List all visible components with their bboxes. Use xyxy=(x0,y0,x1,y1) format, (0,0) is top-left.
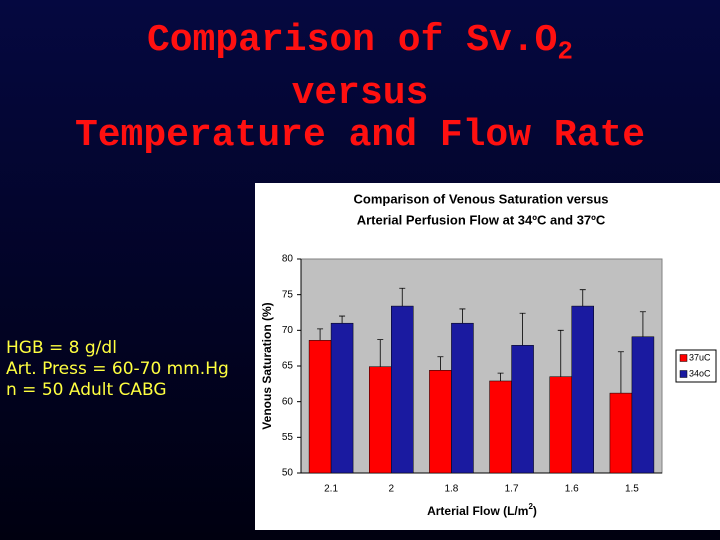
x-tick-label: 1.7 xyxy=(505,484,519,495)
chart-title: Comparison of Venous Saturation versus xyxy=(354,191,609,206)
legend xyxy=(675,349,717,383)
y-tick-label: 75 xyxy=(282,289,294,300)
x-label-text: Arterial Flow (L/m xyxy=(427,504,528,518)
bar xyxy=(511,345,534,474)
title-text: versus xyxy=(291,71,429,115)
x-label-sup: 2 xyxy=(528,502,533,511)
error-bar xyxy=(377,339,384,367)
bar xyxy=(391,305,414,474)
y-tick-label: 70 xyxy=(282,325,294,336)
bar xyxy=(429,370,452,474)
error-bar xyxy=(339,315,346,324)
note: n = 50 Adult CABG xyxy=(6,380,167,400)
bar xyxy=(451,322,474,474)
error-bar xyxy=(557,329,564,377)
error-bar xyxy=(399,287,406,307)
error-bar xyxy=(579,289,586,307)
slide-title: Comparison of Sv.O2 versus Temperature a… xyxy=(0,20,720,157)
title-text: Temperature and Flow Rate xyxy=(74,113,646,157)
bar xyxy=(308,340,332,474)
legend-label: 37uC xyxy=(689,352,711,362)
bar xyxy=(609,392,633,474)
legend-label: 34oC xyxy=(689,368,711,378)
error-bar xyxy=(639,311,646,337)
bar xyxy=(549,376,572,474)
y-tick-label: 80 xyxy=(282,254,294,265)
x-axis-label: Arterial Flow (L/m2) xyxy=(427,502,537,518)
note: HGB = 8 g/dl xyxy=(6,338,117,358)
notes: HGB = 8 g/dl Art. Press = 60-70 mm.Hg n … xyxy=(6,338,229,401)
y-tick-label: 60 xyxy=(282,396,294,407)
x-tick-label: 1.8 xyxy=(444,484,458,495)
plot-area xyxy=(300,258,663,474)
error-bar xyxy=(317,328,324,341)
title-text: Comparison of Sv.O xyxy=(146,19,558,62)
error-bar xyxy=(497,372,504,381)
title-sub: 2 xyxy=(557,36,574,67)
x-label-text: ) xyxy=(533,504,537,518)
bar xyxy=(330,322,354,474)
error-bar xyxy=(459,308,466,324)
bar xyxy=(631,336,655,474)
x-tick-label: 2.1 xyxy=(324,484,338,495)
chart-title: Arterial Perfusion Flow at 34ºC and 37ºC xyxy=(357,212,606,227)
bar xyxy=(489,380,512,474)
legend-swatch xyxy=(679,354,688,362)
error-bar xyxy=(519,312,526,346)
bar xyxy=(369,366,392,474)
note: Art. Press = 60-70 mm.Hg xyxy=(6,359,229,379)
x-tick-label: 2 xyxy=(388,484,394,495)
y-tick-label: 65 xyxy=(282,361,294,372)
error-bar xyxy=(437,356,444,371)
x-tick-label: 1.5 xyxy=(625,484,639,495)
y-tick-label: 50 xyxy=(282,468,294,479)
y-axis-label: Venous Saturation (%) xyxy=(260,302,274,429)
y-tick-label: 55 xyxy=(282,432,294,443)
x-tick-label: 1.6 xyxy=(565,484,579,495)
error-bar xyxy=(617,351,624,394)
bar xyxy=(571,305,594,474)
legend-swatch xyxy=(679,370,688,378)
